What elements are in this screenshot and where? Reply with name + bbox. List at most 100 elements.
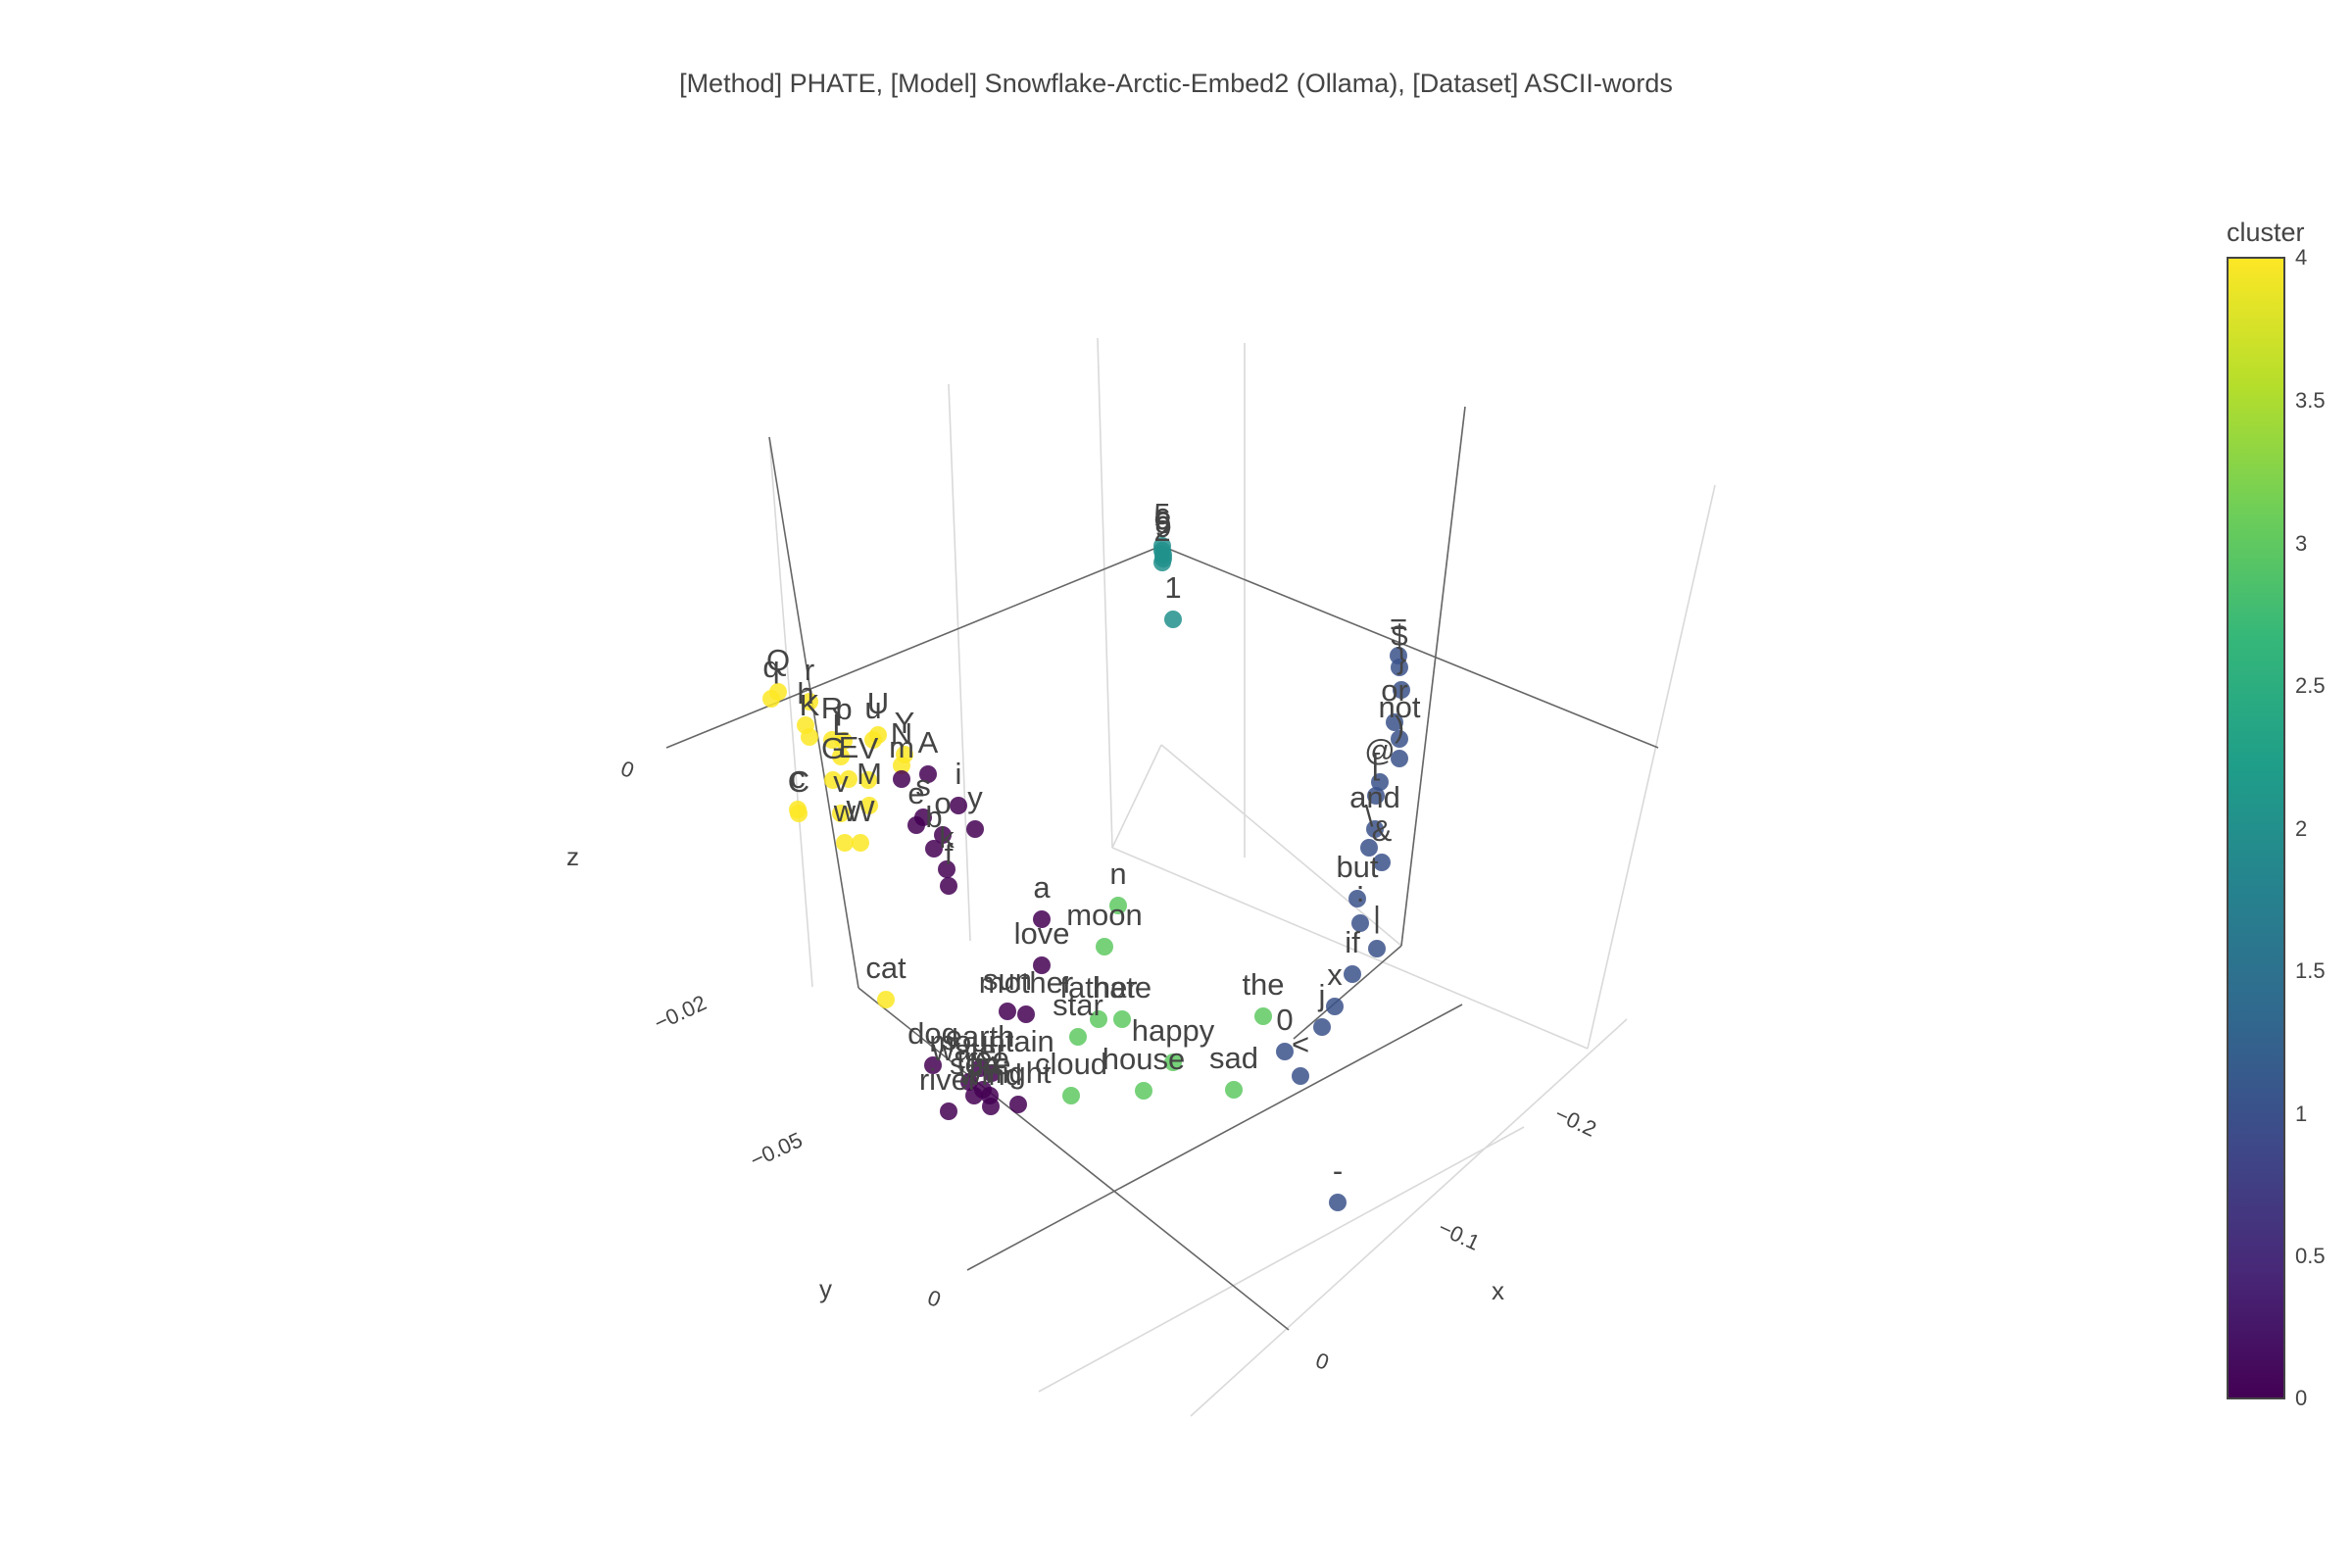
data-point-label: R <box>821 691 843 725</box>
data-point-label: moon <box>1066 898 1143 932</box>
data-point-marker[interactable] <box>1313 1018 1331 1036</box>
data-point-marker[interactable] <box>907 816 925 834</box>
data-point-marker[interactable] <box>966 820 984 838</box>
data-point-marker[interactable] <box>1329 1194 1347 1211</box>
data-point-marker[interactable] <box>1033 956 1051 974</box>
data-point-marker[interactable] <box>832 805 850 822</box>
data-point-marker[interactable] <box>1292 1067 1309 1085</box>
data-point-label: k <box>939 820 955 855</box>
data-point-marker[interactable] <box>1391 730 1408 748</box>
data-point-marker[interactable] <box>1351 914 1369 932</box>
data-point-label: house <box>1102 1042 1185 1076</box>
data-point-marker[interactable] <box>1164 611 1182 628</box>
data-point-label: @ <box>1364 733 1395 767</box>
data-point-marker[interactable] <box>938 860 956 878</box>
data-point-marker[interactable] <box>1391 750 1408 767</box>
data-point-marker[interactable] <box>940 1102 957 1120</box>
data-point-marker[interactable] <box>1009 1096 1027 1113</box>
data-point-marker[interactable] <box>840 770 858 788</box>
colorbar <box>2227 257 2285 1399</box>
data-point-marker[interactable] <box>893 757 910 774</box>
data-point-marker[interactable] <box>1276 1043 1294 1060</box>
data-point-label: L <box>832 708 849 742</box>
data-point-marker[interactable] <box>1225 1081 1243 1099</box>
data-point-marker[interactable] <box>859 771 877 789</box>
data-point-marker[interactable] <box>940 877 957 895</box>
data-point-label: C <box>788 764 809 799</box>
data-point-marker[interactable] <box>1113 1010 1131 1028</box>
data-point-label: m <box>889 730 914 764</box>
data-point-marker[interactable] <box>1391 659 1408 676</box>
data-point-marker[interactable] <box>1109 897 1127 914</box>
data-point-marker[interactable] <box>1017 1005 1035 1023</box>
data-point-label: - <box>1333 1153 1343 1188</box>
data-point-label: h <box>797 676 813 710</box>
data-point-label: c <box>790 760 806 795</box>
data-point-marker[interactable] <box>982 1098 1000 1115</box>
data-point-marker[interactable] <box>983 1064 1001 1082</box>
data-point-marker[interactable] <box>852 834 869 852</box>
data-point-label: dog <box>907 1016 958 1051</box>
data-point-marker[interactable] <box>860 797 878 814</box>
data-point-marker[interactable] <box>919 765 937 783</box>
data-point-marker[interactable] <box>1062 1087 1080 1104</box>
data-point-marker[interactable] <box>893 770 910 788</box>
colorbar-tick: 0.5 <box>2295 1244 2326 1268</box>
data-point-marker[interactable] <box>1371 773 1389 791</box>
x-axis-title: x <box>1492 1276 1504 1305</box>
data-point-marker[interactable] <box>864 731 882 749</box>
data-point-marker[interactable] <box>934 826 952 844</box>
data-point-marker[interactable] <box>832 748 850 765</box>
data-point-marker[interactable] <box>965 1087 983 1104</box>
data-point-marker[interactable] <box>1373 854 1391 871</box>
data-point-marker[interactable] <box>1386 713 1403 731</box>
data-point-marker[interactable] <box>1367 787 1385 805</box>
data-point-marker[interactable] <box>1254 1007 1272 1025</box>
data-point-label: and <box>1349 780 1400 814</box>
data-point-marker[interactable] <box>1393 681 1410 699</box>
data-point-marker[interactable] <box>1153 554 1171 571</box>
data-point-marker[interactable] <box>1069 1028 1087 1046</box>
data-point-marker[interactable] <box>925 840 943 858</box>
data-point-marker[interactable] <box>801 728 818 746</box>
data-point-label: V <box>858 731 879 765</box>
data-point-marker[interactable] <box>1368 940 1386 957</box>
colorbar-tick: 1 <box>2295 1102 2308 1126</box>
data-point-marker[interactable] <box>1164 1054 1182 1071</box>
colorbar-tick: 3 <box>2295 531 2308 556</box>
data-point-marker[interactable] <box>960 1073 978 1091</box>
data-point-marker[interactable] <box>1096 938 1113 956</box>
x-tick-label: −0.2 <box>1551 1102 1600 1142</box>
data-point-label: u <box>864 691 881 725</box>
data-point-marker[interactable] <box>801 693 818 710</box>
data-point-label: 0 <box>1276 1003 1293 1037</box>
data-point-marker[interactable] <box>789 801 807 818</box>
data-point-marker[interactable] <box>835 732 853 750</box>
data-point-label: A <box>918 725 939 760</box>
data-point-marker[interactable] <box>1326 998 1344 1015</box>
data-point-marker[interactable] <box>877 991 895 1008</box>
data-point-label: love <box>1014 916 1070 951</box>
data-point-marker[interactable] <box>999 1003 1016 1020</box>
data-point-marker[interactable] <box>836 834 854 852</box>
y-tick-label: −0.02 <box>651 990 710 1035</box>
data-point-marker[interactable] <box>824 771 842 789</box>
colorbar-tick: 4 <box>2295 245 2308 270</box>
data-point-label: sea <box>950 1047 1000 1081</box>
data-point-marker[interactable] <box>1344 965 1361 983</box>
data-point-marker[interactable] <box>1090 1010 1107 1028</box>
data-point-label: U <box>867 686 889 720</box>
data-point-marker[interactable] <box>762 690 780 708</box>
data-point-marker[interactable] <box>1135 1082 1152 1100</box>
data-point-label: star <box>1053 988 1103 1022</box>
data-point-marker[interactable] <box>1366 820 1384 838</box>
colorbar-tick: 3.5 <box>2295 388 2326 413</box>
data-point-marker[interactable] <box>950 797 967 814</box>
data-point-marker[interactable] <box>1360 839 1378 857</box>
data-point-label: night <box>985 1055 1052 1090</box>
data-point-marker[interactable] <box>924 1056 942 1074</box>
data-markers[interactable] <box>762 537 1410 1211</box>
data-point-marker[interactable] <box>1033 910 1051 928</box>
data-point-marker[interactable] <box>1348 890 1366 907</box>
